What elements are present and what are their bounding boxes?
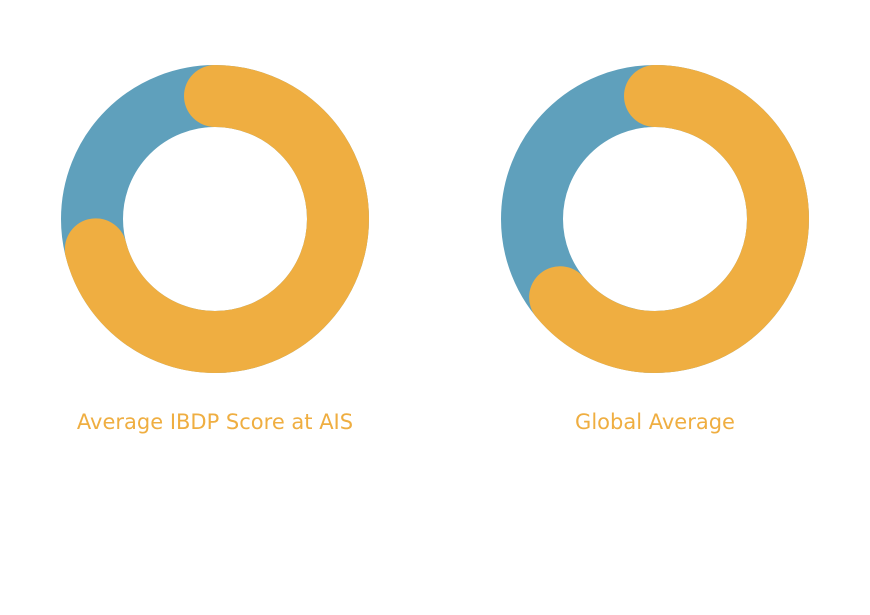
donut-caption-ais: Average IBDP Score at AIS	[76, 410, 354, 434]
donut-card-ais: Average IBDP Score at AIS	[61, 65, 369, 434]
donut-caption-global: Global Average	[575, 410, 735, 434]
donut-chart-ais	[61, 65, 369, 373]
donut-value-slice-global	[501, 65, 809, 373]
donut-value-slice-ais	[61, 65, 369, 373]
donut-chart-global	[501, 65, 809, 373]
donut-card-global: Global Average	[435, 0, 870, 615]
